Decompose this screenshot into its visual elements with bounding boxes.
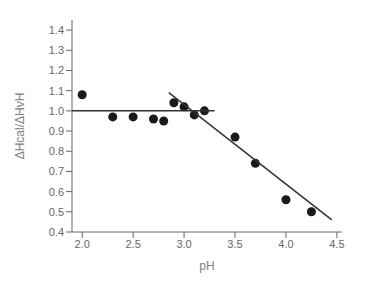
svg-text:0.7: 0.7	[49, 165, 64, 177]
svg-text:0.6: 0.6	[49, 186, 64, 198]
svg-text:0.8: 0.8	[49, 145, 64, 157]
svg-text:1.2: 1.2	[49, 64, 64, 76]
svg-text:4.5: 4.5	[329, 238, 344, 250]
svg-text:3.5: 3.5	[227, 238, 242, 250]
svg-text:2.5: 2.5	[125, 238, 140, 250]
svg-text:1.4: 1.4	[49, 24, 64, 36]
svg-text:0.4: 0.4	[49, 226, 64, 238]
svg-text:2.0: 2.0	[75, 238, 90, 250]
svg-text:1.0: 1.0	[49, 105, 64, 117]
svg-text:3.0: 3.0	[176, 238, 191, 250]
svg-text:0.9: 0.9	[49, 125, 64, 137]
svg-text:ΔHcal/ΔHvH: ΔHcal/ΔHvH	[13, 93, 27, 160]
svg-text:1.3: 1.3	[49, 44, 64, 56]
svg-text:0.5: 0.5	[49, 206, 64, 218]
svg-text:4.0: 4.0	[278, 238, 293, 250]
svg-text:pH: pH	[199, 259, 214, 273]
svg-text:1.1: 1.1	[49, 85, 64, 97]
